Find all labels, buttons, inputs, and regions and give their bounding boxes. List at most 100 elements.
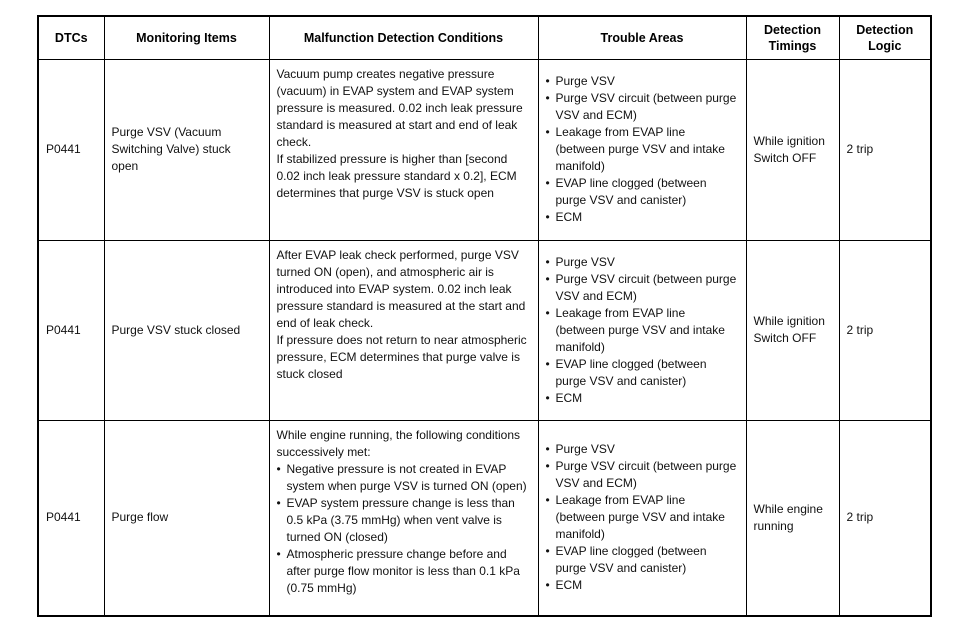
table-row: P0441 Purge VSV (Vacuum Switching Valve) … — [37, 58, 932, 241]
trouble-area-item: • Purge VSV — [546, 254, 738, 271]
trouble-area-bullet: • ECM — [546, 577, 738, 594]
trouble-area-item: • Leakage from EVAP line (between purge V… — [546, 305, 738, 356]
trouble-areas-cell: • Purge VSV • Purge VSV circuit (between pu… — [537, 239, 747, 421]
monitoring-item-cell: Purge VSV stuck closed — [103, 239, 270, 421]
condition-paragraph: After EVAP leak check performed, purge V… — [276, 247, 526, 330]
bullet-icon: • — [545, 459, 550, 474]
trouble-area-item: • Leakage from EVAP line (between purge V… — [546, 492, 738, 543]
trouble-area-bullet-text: Leakage from EVAP line (between purge VS… — [555, 493, 725, 542]
bullet-icon: • — [545, 74, 550, 88]
condition-bullet-item: • Negative pressure is not created in EVA… — [277, 461, 530, 495]
condition-bullet-item-text: EVAP system pressure change is less than… — [286, 495, 515, 544]
bullet-icon: • — [276, 546, 281, 561]
detection-timing-cell: While ignition Switch OFF — [745, 58, 840, 241]
trouble-area-bullet: • Purge VSV circuit (between purge VSV an… — [546, 458, 738, 492]
trouble-area-item: • ECM — [546, 577, 738, 594]
trouble-area-bullet: • EVAP line clogged (between purge VSV an… — [546, 543, 738, 577]
table-header-row: DTCs Monitoring Items Malfunction Detectio… — [37, 15, 932, 60]
malfunction-conditions-cell: Vacuum pump creates negative pressure (v… — [268, 58, 539, 241]
bullet-icon: • — [545, 125, 550, 139]
trouble-areas-list: • Purge VSV • Purge VSV circuit (between pu… — [546, 73, 738, 226]
trouble-area-bullet: • Purge VSV circuit (between purge VSV an… — [546, 271, 738, 305]
bullet-icon: • — [545, 578, 550, 593]
trouble-area-bullet-text: Purge VSV — [555, 442, 615, 457]
condition-bullet-item: • Atmospheric pressure change before and … — [277, 546, 530, 597]
monitoring-item-cell: Purge VSV (Vacuum Switching Valve) stuck… — [103, 58, 270, 241]
trouble-area-item: • EVAP line clogged (between purge VSV an… — [546, 175, 738, 209]
trouble-area-bullet: • EVAP line clogged (between purge VSV an… — [546, 175, 738, 209]
dtc-cell: P0441 — [37, 419, 105, 617]
detection-logic-cell: 2 trip — [838, 239, 932, 421]
condition-bullet-item-text: Atmospheric pressure change before and a… — [286, 546, 520, 595]
dtc-cell: P0441 — [37, 239, 105, 421]
bullet-icon: • — [545, 91, 550, 105]
trouble-area-bullet-text: Purge VSV circuit (between purge VSV and… — [555, 271, 737, 303]
trouble-area-item: • Purge VSV — [546, 441, 738, 458]
trouble-area-item: • EVAP line clogged (between purge VSV an… — [546, 356, 738, 390]
table-row: P0441 Purge VSV stuck closed After EVAP le… — [37, 239, 932, 421]
condition-bullet-item-text: Negative pressure is not created in EVAP… — [286, 461, 527, 493]
trouble-area-bullet: • Leakage from EVAP line (between purge V… — [546, 124, 738, 175]
table-body: P0441 Purge VSV (Vacuum Switching Valve) … — [37, 58, 932, 617]
trouble-area-bullet: • ECM — [546, 209, 738, 226]
bullet-icon: • — [545, 544, 550, 559]
bullet-icon: • — [545, 176, 550, 190]
bullet-icon: • — [545, 442, 550, 457]
detection-logic-cell: 2 trip — [838, 419, 932, 617]
detection-timing-cell: While ignition Switch OFF — [745, 239, 840, 421]
trouble-area-bullet: • Leakage from EVAP line (between purge V… — [546, 305, 738, 356]
trouble-area-item: • Purge VSV circuit (between purge VSV an… — [546, 90, 738, 124]
trouble-area-bullet-text: EVAP line clogged (between purge VSV and… — [555, 176, 707, 207]
trouble-area-bullet-text: Purge VSV — [555, 74, 615, 88]
bullet-icon: • — [545, 271, 550, 286]
column-header-malfunction-detection-conditions: Malfunction Detection Conditions — [268, 15, 539, 60]
trouble-areas-cell: • Purge VSV • Purge VSV circuit (between pu… — [537, 419, 747, 617]
trouble-area-bullet-text: ECM — [555, 390, 583, 405]
trouble-area-item: • ECM — [546, 209, 738, 226]
dtc-cell: P0441 — [37, 58, 105, 241]
detection-timing-cell: While engine running — [745, 419, 840, 617]
column-header-dtcs: DTCs — [37, 15, 105, 60]
monitoring-item-cell: Purge flow — [103, 419, 270, 617]
trouble-area-bullet: • Leakage from EVAP line (between purge V… — [546, 492, 738, 543]
trouble-area-bullet: • Purge VSV — [546, 73, 738, 90]
bullet-icon: • — [276, 461, 281, 476]
trouble-area-bullet: • ECM — [546, 390, 738, 407]
bullet-icon: • — [545, 356, 550, 371]
condition-bullet-item: • EVAP system pressure change is less tha… — [277, 495, 530, 546]
column-header-monitoring-items: Monitoring Items — [103, 15, 270, 60]
column-header-detection-logic: Detection Logic — [838, 15, 932, 60]
trouble-area-bullet-text: ECM — [555, 210, 583, 224]
bullet-icon: • — [545, 254, 550, 269]
trouble-area-item: • Leakage from EVAP line (between purge V… — [546, 124, 738, 175]
bullet-icon: • — [545, 390, 550, 405]
table-row: P0441 Purge flow While engine running, the… — [37, 419, 932, 617]
trouble-area-bullet: • Purge VSV — [546, 254, 738, 271]
trouble-area-bullet-text: EVAP line clogged (between purge VSV and… — [555, 356, 707, 388]
trouble-area-bullet: • Purge VSV circuit (between purge VSV an… — [546, 90, 738, 124]
trouble-areas-list: • Purge VSV • Purge VSV circuit (between pu… — [546, 254, 738, 407]
malfunction-conditions-cell: After EVAP leak check performed, purge V… — [268, 239, 539, 421]
trouble-area-item: • Purge VSV — [546, 73, 738, 90]
trouble-area-bullet-text: Purge VSV circuit (between purge VSV and… — [555, 459, 737, 491]
detection-logic-cell: 2 trip — [838, 58, 932, 241]
bullet-icon: • — [545, 493, 550, 508]
trouble-area-item: • Purge VSV circuit (between purge VSV an… — [546, 458, 738, 492]
column-header-trouble-areas: Trouble Areas — [537, 15, 747, 60]
trouble-area-item: • EVAP line clogged (between purge VSV an… — [546, 543, 738, 577]
bullet-icon: • — [276, 495, 281, 510]
trouble-area-bullet-text: Leakage from EVAP line (between purge VS… — [555, 125, 725, 173]
trouble-areas-cell: • Purge VSV • Purge VSV circuit (between pu… — [537, 58, 747, 241]
trouble-area-item: • Purge VSV circuit (between purge VSV an… — [546, 271, 738, 305]
column-header-detection-timings: Detection Timings — [745, 15, 840, 60]
trouble-area-bullet-text: Purge VSV circuit (between purge VSV and… — [555, 91, 737, 122]
trouble-area-bullet: • EVAP line clogged (between purge VSV an… — [546, 356, 738, 390]
trouble-areas-list: • Purge VSV • Purge VSV circuit (between pu… — [546, 441, 738, 594]
condition-paragraph: If stabilized pressure is higher than [s… — [276, 151, 517, 200]
trouble-area-bullet-text: EVAP line clogged (between purge VSV and… — [555, 544, 707, 576]
trouble-area-bullet-text: Purge VSV — [555, 254, 615, 269]
condition-paragraph: Vacuum pump creates negative pressure (v… — [276, 66, 523, 149]
condition-paragraph: If pressure does not return to near atmo… — [276, 332, 527, 381]
dtc-table: DTCs Monitoring Items Malfunction Detectio… — [37, 15, 932, 617]
trouble-area-bullet: • Purge VSV — [546, 441, 738, 458]
